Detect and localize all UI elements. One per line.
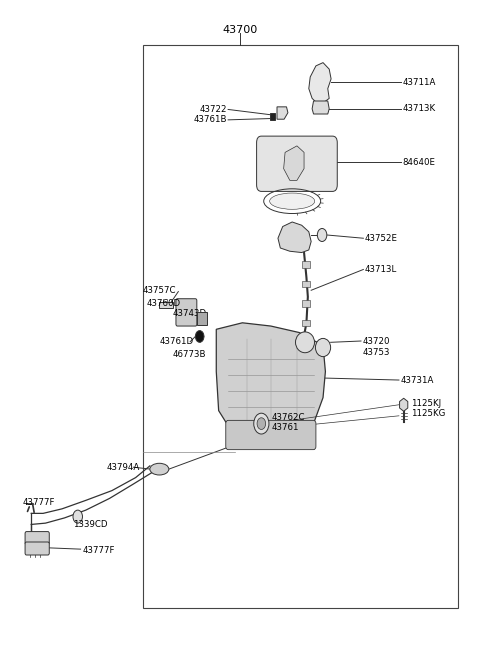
Polygon shape — [277, 107, 288, 119]
Text: 43731A: 43731A — [400, 375, 434, 384]
Bar — [197, 312, 207, 325]
Ellipse shape — [315, 338, 331, 357]
Polygon shape — [284, 146, 304, 180]
Text: 43794A: 43794A — [106, 462, 140, 472]
Polygon shape — [216, 323, 325, 446]
Polygon shape — [278, 222, 311, 253]
Bar — [143, 45, 458, 607]
FancyBboxPatch shape — [226, 420, 316, 449]
Ellipse shape — [150, 463, 169, 475]
Text: 1125KG: 1125KG — [411, 409, 445, 418]
Text: 43752E: 43752E — [365, 234, 398, 243]
Text: 43761B: 43761B — [193, 115, 227, 125]
FancyBboxPatch shape — [25, 531, 49, 544]
Text: 1125KJ: 1125KJ — [411, 399, 441, 408]
Text: 43761: 43761 — [272, 423, 300, 432]
Bar — [301, 319, 310, 326]
Circle shape — [254, 413, 269, 434]
Bar — [301, 300, 310, 306]
Circle shape — [317, 228, 327, 241]
Text: 43757C: 43757C — [143, 286, 176, 295]
Text: 43713L: 43713L — [365, 265, 397, 274]
FancyBboxPatch shape — [176, 298, 197, 326]
Bar — [301, 281, 310, 287]
Circle shape — [73, 510, 83, 523]
FancyBboxPatch shape — [25, 542, 49, 555]
Text: 43777F: 43777F — [23, 498, 55, 507]
Text: 43713K: 43713K — [403, 104, 436, 113]
Text: 43753: 43753 — [362, 348, 390, 357]
Circle shape — [195, 331, 204, 342]
Text: 43761D: 43761D — [159, 337, 193, 346]
FancyArrowPatch shape — [27, 507, 29, 512]
Text: 43711A: 43711A — [403, 77, 436, 87]
Bar — [270, 113, 275, 120]
Text: 43762C: 43762C — [272, 413, 305, 422]
Ellipse shape — [296, 332, 314, 353]
Text: 46773B: 46773B — [172, 350, 205, 359]
FancyBboxPatch shape — [257, 136, 337, 192]
Text: 43760D: 43760D — [146, 298, 180, 308]
Polygon shape — [309, 62, 331, 103]
Text: 43720: 43720 — [362, 337, 390, 346]
Bar — [301, 261, 310, 268]
Text: 43722: 43722 — [199, 105, 227, 114]
Bar — [159, 302, 173, 308]
Text: 43743D: 43743D — [173, 309, 207, 318]
Ellipse shape — [270, 193, 315, 209]
Polygon shape — [312, 101, 329, 114]
Circle shape — [257, 418, 265, 430]
Text: 1339CD: 1339CD — [73, 520, 108, 529]
Text: 84640E: 84640E — [403, 157, 436, 167]
Text: 43777F: 43777F — [83, 546, 115, 555]
Text: 43700: 43700 — [222, 25, 258, 35]
